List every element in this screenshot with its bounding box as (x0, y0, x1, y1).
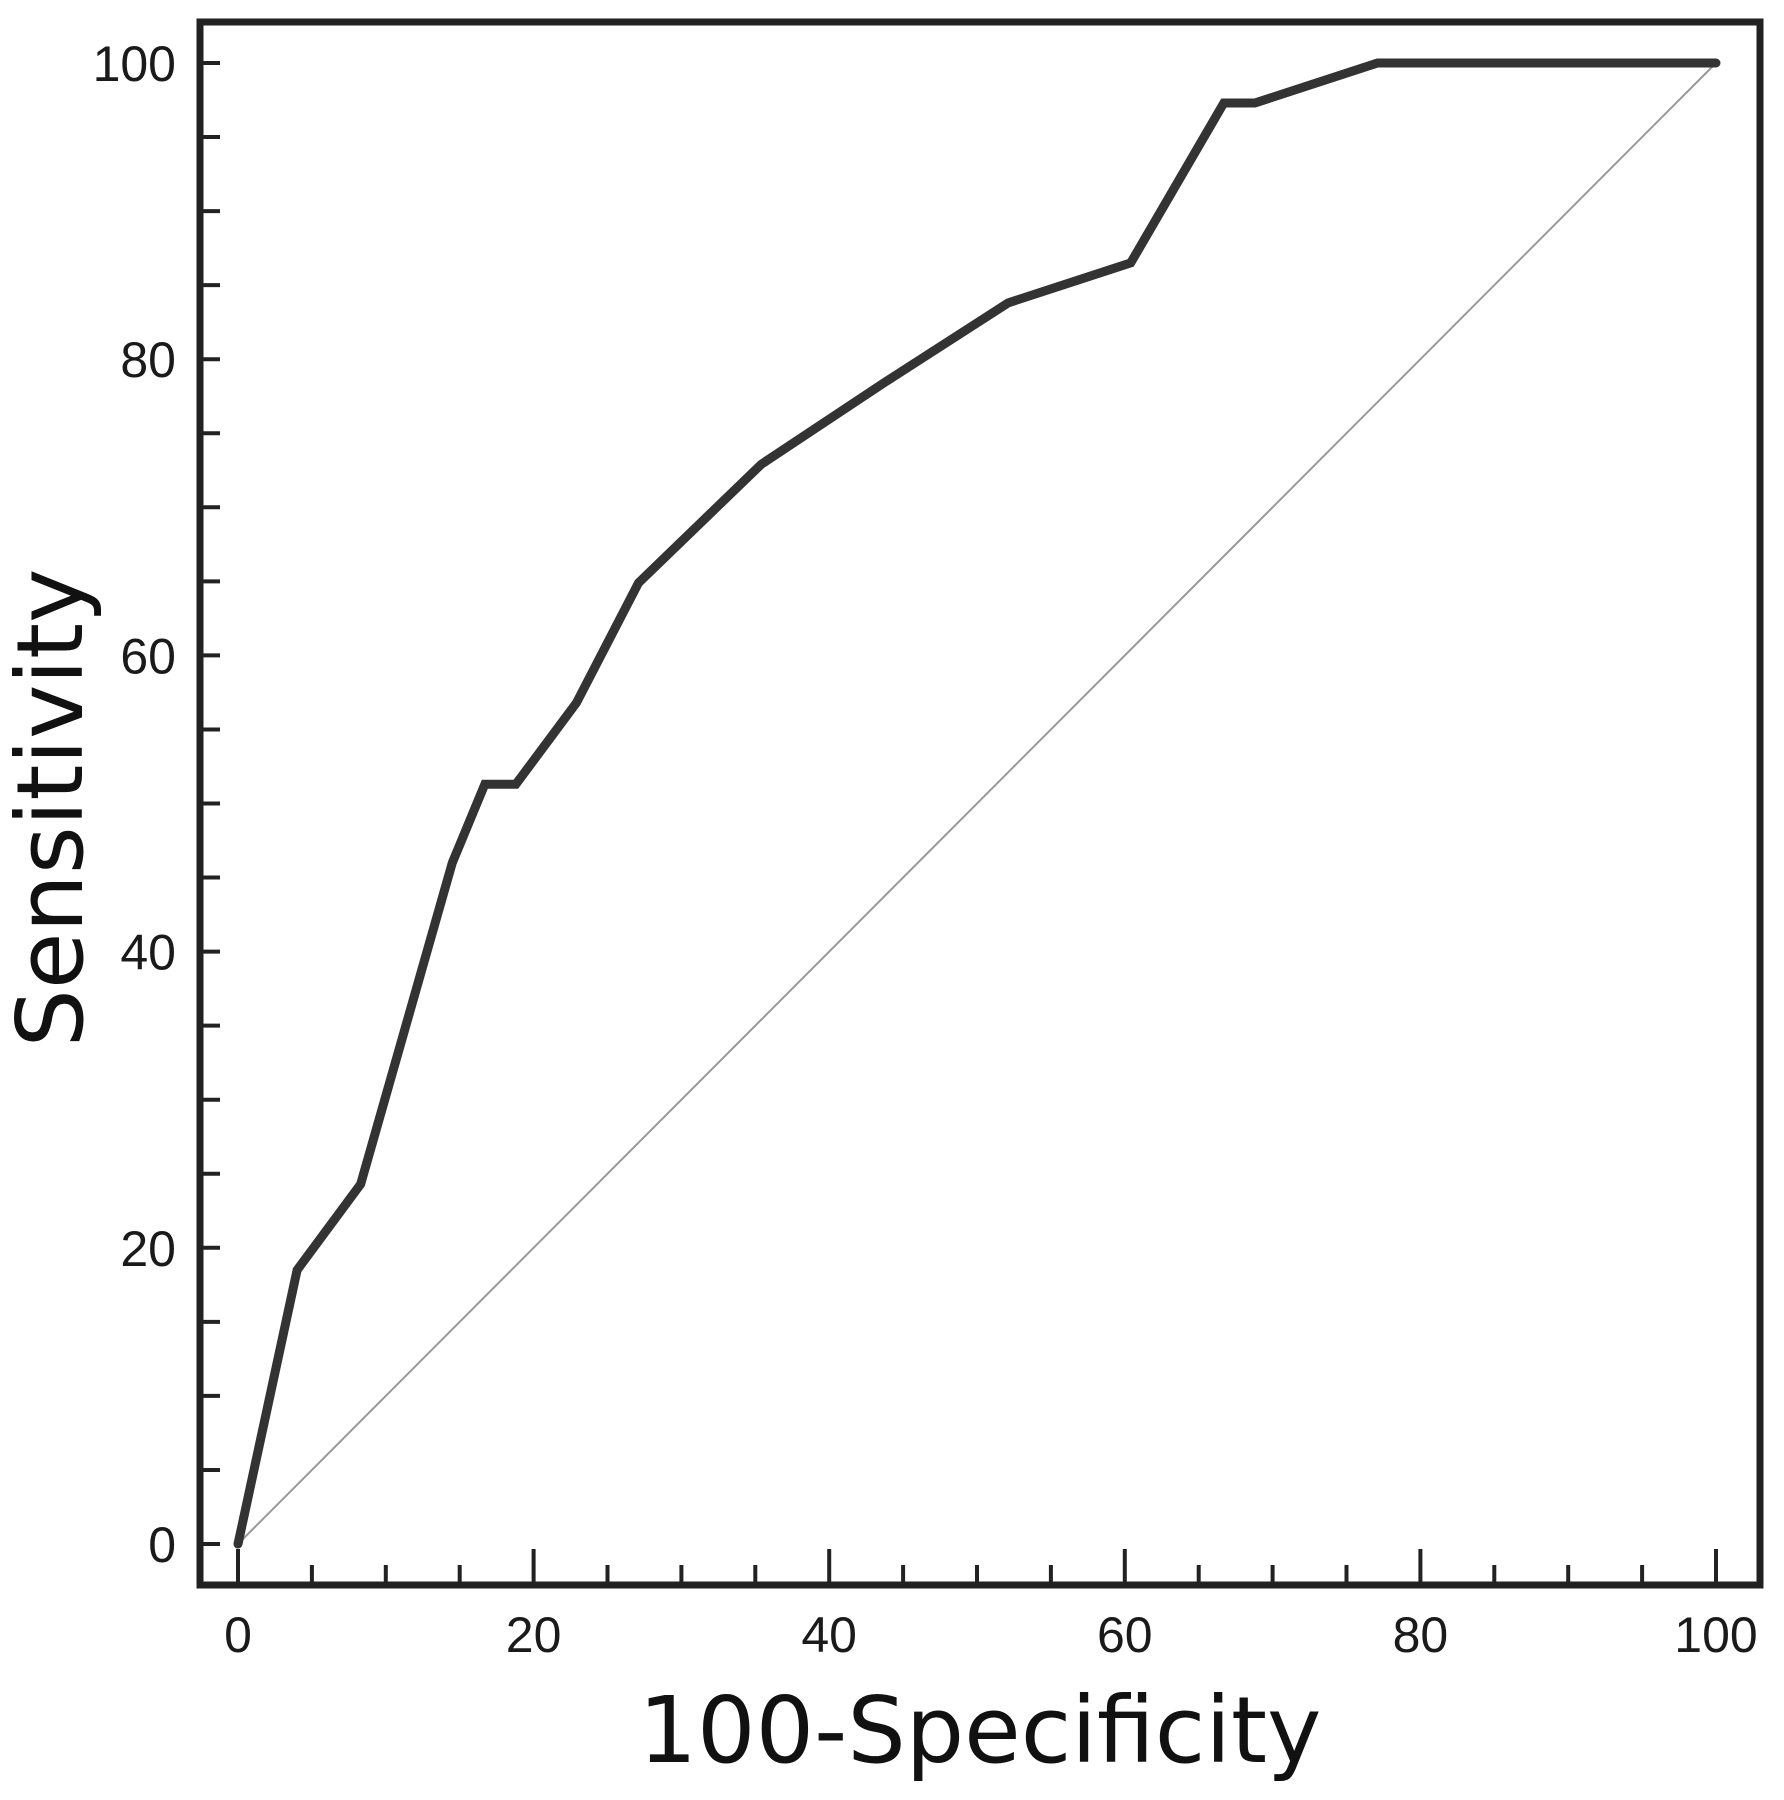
x-tick-label: 80 (1393, 1607, 1449, 1663)
y-tick-label: 80 (120, 332, 176, 388)
x-tick-label: 40 (801, 1607, 857, 1663)
x-axis-title: 100-Specificity (639, 1677, 1322, 1784)
y-tick-label: 60 (120, 628, 176, 684)
y-tick-label: 40 (120, 925, 176, 981)
x-tick-label: 100 (1674, 1607, 1757, 1663)
x-tick-label: 20 (506, 1607, 562, 1663)
y-axis: 0 20 40 60 80 100 (93, 36, 220, 1573)
y-axis-title: Sensitivity (0, 569, 104, 1048)
series-layer (233, 58, 1721, 1549)
y-tick-label: 0 (148, 1517, 176, 1573)
reference-line (237, 62, 1717, 1545)
roc-curve (233, 58, 1721, 1549)
y-tick-label: 100 (93, 36, 176, 92)
x-tick-label: 0 (224, 1607, 252, 1663)
x-tick-label: 60 (1097, 1607, 1153, 1663)
y-tick-label: 20 (120, 1221, 176, 1277)
plot-frame (196, 18, 1764, 1589)
x-axis: 0 20 40 60 80 100 (224, 1549, 1758, 1663)
